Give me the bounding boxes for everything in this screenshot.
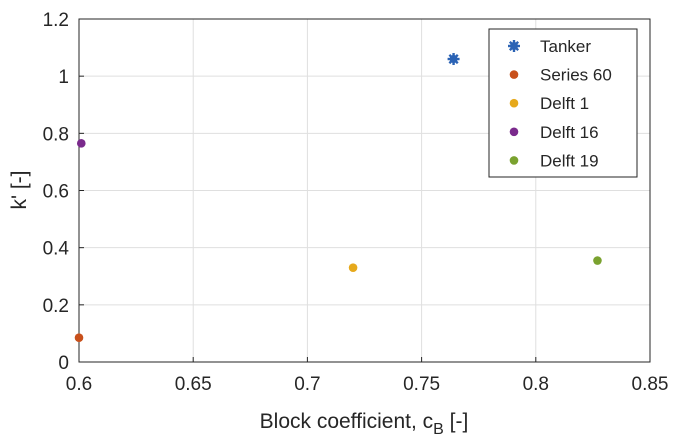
x-axis-label-suffix: [-] [444, 410, 469, 433]
y-tick-label: 0.6 [43, 182, 69, 203]
x-tick-label: 0.7 [294, 374, 320, 395]
data-points [74, 53, 602, 343]
y-tick-label: 0.8 [43, 124, 69, 145]
legend: Tanker Series 60 Delft 1 Delft 16 Delft 19 [488, 28, 638, 178]
data-point [74, 333, 84, 343]
y-tick-label: 1.2 [43, 10, 69, 31]
y-tick-label: 0.4 [43, 239, 70, 260]
legend-marker [509, 156, 519, 165]
axes: 0.6 0.65 0.7 0.75 0.8 0.85 0 0.2 0.4 0.6 0.8 1 1.2 [43, 10, 669, 395]
legend-label: Tanker [540, 37, 591, 56]
legend-label: Series 60 [540, 66, 612, 85]
legend-marker [509, 98, 519, 108]
x-tick-label: 0.75 [403, 374, 440, 395]
data-point [348, 263, 358, 272]
data-point [447, 53, 460, 66]
y-tick-label: 0 [58, 353, 69, 374]
x-tick-label: 0.6 [66, 374, 92, 395]
x-tick-label: 0.8 [523, 374, 549, 395]
y-tick-label: 0.2 [43, 296, 69, 317]
legend-marker [509, 70, 519, 79]
legend-label: Delft 1 [540, 94, 589, 113]
y-axis-label: k' [-] [8, 170, 31, 209]
y-tick-label: 1 [58, 67, 69, 88]
x-axis-label-subscript: B [433, 421, 444, 436]
legend-label: Delft 16 [540, 123, 599, 142]
axes-box [78, 18, 651, 363]
x-axis-label-main: Block coefficient, c [260, 410, 434, 433]
legend-marker [508, 40, 520, 52]
x-axis-label: Block coefficient, cB [-] [260, 410, 469, 436]
data-point [76, 139, 86, 148]
legend-label: Delft 19 [540, 151, 599, 170]
data-point [593, 256, 602, 265]
legend-marker [509, 127, 519, 137]
x-tick-label: 0.65 [175, 374, 212, 395]
x-tick-label: 0.85 [632, 374, 669, 395]
